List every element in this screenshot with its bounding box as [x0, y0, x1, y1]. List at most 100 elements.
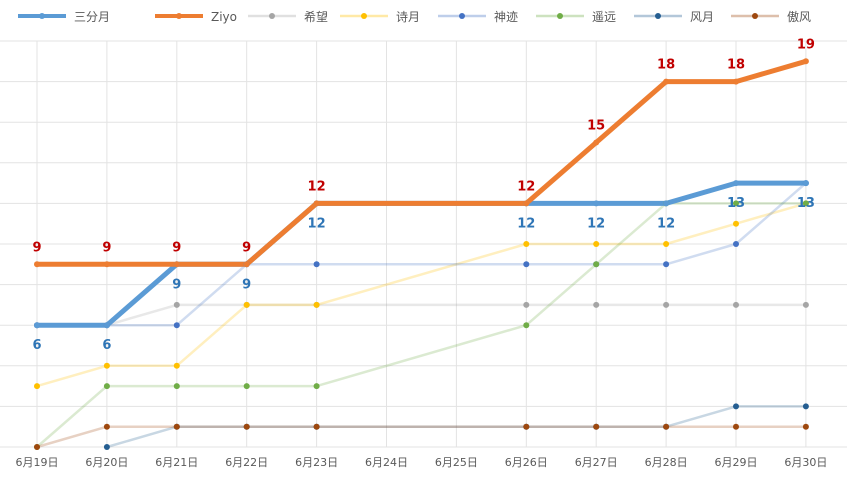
x-tick-label: 6月27日	[575, 456, 618, 469]
series-5-point	[802, 200, 809, 207]
legend-item: 神迹	[438, 10, 518, 24]
series-0-data-label: 12	[517, 216, 535, 231]
series-7-point	[173, 423, 180, 430]
series-3-point	[733, 220, 739, 227]
series-7-point	[313, 423, 320, 430]
series-1-point	[593, 139, 600, 146]
series-1-data-label: 18	[657, 58, 675, 73]
series-1-point	[733, 78, 739, 85]
legend-label: 傲风	[787, 9, 811, 24]
legend-swatch-marker	[459, 13, 465, 19]
series-5-point	[173, 383, 180, 390]
series-0-data-label: 12	[587, 216, 605, 231]
x-tick-label: 6月22日	[225, 456, 268, 469]
legend-item: 风月	[634, 10, 714, 24]
series-0-point	[663, 200, 670, 207]
legend-swatch-marker	[269, 13, 275, 19]
x-tick-label: 6月19日	[16, 456, 59, 469]
series-4-point	[733, 241, 739, 247]
series-3-point	[173, 362, 180, 369]
series-5-point	[523, 322, 530, 329]
series-1-data-label: 15	[587, 119, 605, 134]
series-5-point	[243, 383, 250, 390]
series-2-point	[173, 301, 180, 308]
series-0-data-label: 13	[727, 196, 745, 211]
legend-swatch-marker	[557, 13, 563, 19]
series-1-point	[802, 58, 809, 65]
series-2-point	[733, 301, 739, 308]
series-7-point	[243, 423, 250, 430]
series-7-point	[34, 444, 40, 450]
series-points	[34, 58, 809, 450]
series-3-line	[35, 202, 808, 388]
series-1-point	[243, 261, 250, 268]
series-1-point	[103, 261, 110, 268]
series-3-point	[523, 241, 530, 247]
legend-swatch-marker	[361, 13, 367, 19]
legend-swatch-marker	[39, 13, 45, 19]
series-5-point	[733, 200, 739, 207]
series-lines	[34, 58, 809, 449]
series-7-point	[593, 423, 600, 430]
legend-label: 神迹	[494, 10, 518, 24]
x-tick-label: 6月26日	[505, 456, 548, 469]
series-0-data-label: 12	[657, 216, 675, 231]
legend: 三分月 Ziyo 希望 诗月 神迹 遥远 风月 傲风	[18, 9, 811, 24]
series-6-point	[733, 403, 739, 410]
series-4-point	[173, 322, 180, 329]
series-2-point	[802, 301, 809, 308]
series-0-point	[103, 322, 110, 329]
series-1-data-label: 9	[172, 240, 181, 255]
series-4-line	[35, 181, 808, 327]
legend-label: 遥远	[592, 10, 616, 24]
legend-swatch-marker	[176, 13, 182, 19]
legend-item: Ziyo	[155, 10, 237, 24]
series-1-data-label: 18	[727, 58, 745, 73]
series-4-point	[523, 261, 530, 268]
legend-item: 希望	[248, 9, 328, 24]
x-tick-label: 6月28日	[645, 456, 688, 469]
series-0-data-label: 9	[172, 277, 181, 292]
series-1-data-label: 12	[517, 179, 535, 194]
series-3-point	[34, 383, 40, 390]
series-2-point	[593, 301, 600, 308]
x-tick-label: 6月30日	[784, 456, 827, 469]
series-0-data-label: 12	[308, 216, 326, 231]
series-6-point	[103, 444, 110, 450]
series-0-point	[733, 180, 739, 187]
series-1-data-label: 9	[102, 240, 111, 255]
series-0-data-label: 6	[32, 338, 41, 353]
series-1-point	[313, 200, 320, 207]
series-1-point	[173, 261, 180, 268]
legend-label: 三分月	[74, 10, 110, 24]
series-7-point	[103, 423, 110, 430]
x-tick-label: 6月21日	[155, 456, 198, 469]
legend-label: 风月	[690, 10, 714, 24]
x-tick-label: 6月25日	[435, 456, 478, 469]
series-7-point	[802, 423, 809, 430]
x-tick-label: 6月20日	[85, 456, 128, 469]
series-6-point	[802, 403, 809, 410]
series-0-point	[802, 180, 809, 187]
data-labels: 6 6 9 9 12 12 12 12 13 13 9 9 9 9 12 12 15 18 18 19	[32, 37, 814, 353]
series-2-line	[35, 303, 808, 327]
series-3-point	[593, 241, 600, 247]
series-5-point	[103, 383, 110, 390]
series-1-data-label: 12	[308, 179, 326, 194]
legend-label: 希望	[304, 9, 328, 24]
series-7-point	[663, 423, 670, 430]
legend-item: 三分月	[18, 10, 110, 24]
series-7-line	[35, 425, 808, 449]
series-4-point	[663, 261, 670, 268]
series-1-data-label: 9	[32, 240, 41, 255]
legend-item: 遥远	[536, 10, 616, 24]
gridlines	[0, 40, 847, 448]
x-tick-label: 6月29日	[715, 456, 758, 469]
series-1-data-label: 9	[242, 240, 251, 255]
series-3-point	[103, 362, 110, 369]
series-4-point	[313, 261, 320, 268]
series-5-point	[593, 261, 600, 268]
series-0-data-label: 9	[242, 277, 251, 292]
legend-swatch-marker	[752, 13, 758, 19]
